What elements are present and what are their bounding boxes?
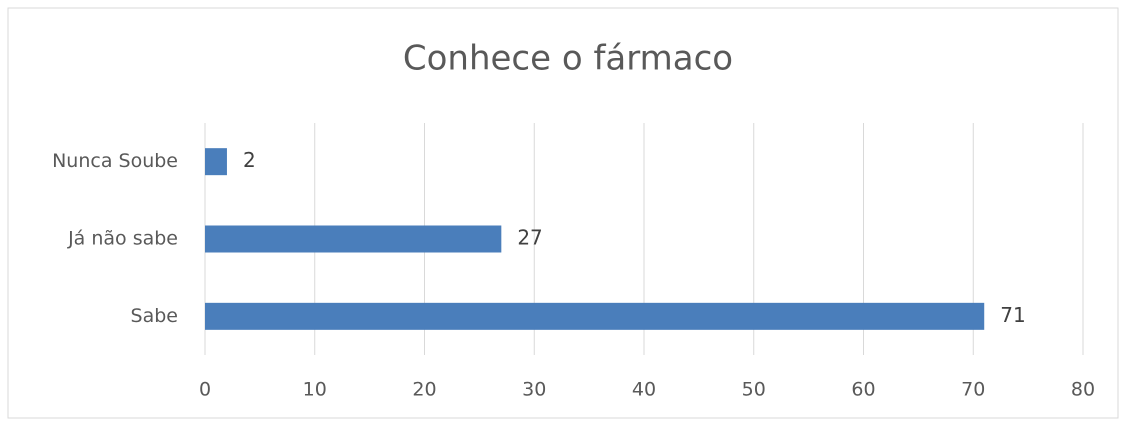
data-label: 2	[243, 148, 256, 172]
x-tick-label: 10	[303, 379, 327, 401]
x-tick-label: 0	[199, 379, 211, 401]
y-tick-label: Já não sabe	[67, 228, 178, 250]
bar	[205, 302, 985, 330]
x-tick-label: 60	[851, 379, 875, 401]
y-tick-label: Nunca Soube	[52, 150, 178, 172]
x-tick-label: 30	[522, 379, 546, 401]
chart-frame	[7, 7, 1119, 419]
x-tick-label: 80	[1071, 379, 1095, 401]
bar	[205, 225, 502, 253]
data-label: 71	[1000, 303, 1025, 327]
chart-title: Conhece o fármaco	[403, 39, 733, 79]
y-tick-label: Sabe	[131, 305, 178, 327]
data-label: 27	[517, 226, 542, 250]
x-tick-label: 20	[412, 379, 436, 401]
x-tick-label: 70	[961, 379, 985, 401]
bar	[205, 148, 227, 176]
x-tick-label: 40	[632, 379, 656, 401]
x-tick-label: 50	[742, 379, 766, 401]
